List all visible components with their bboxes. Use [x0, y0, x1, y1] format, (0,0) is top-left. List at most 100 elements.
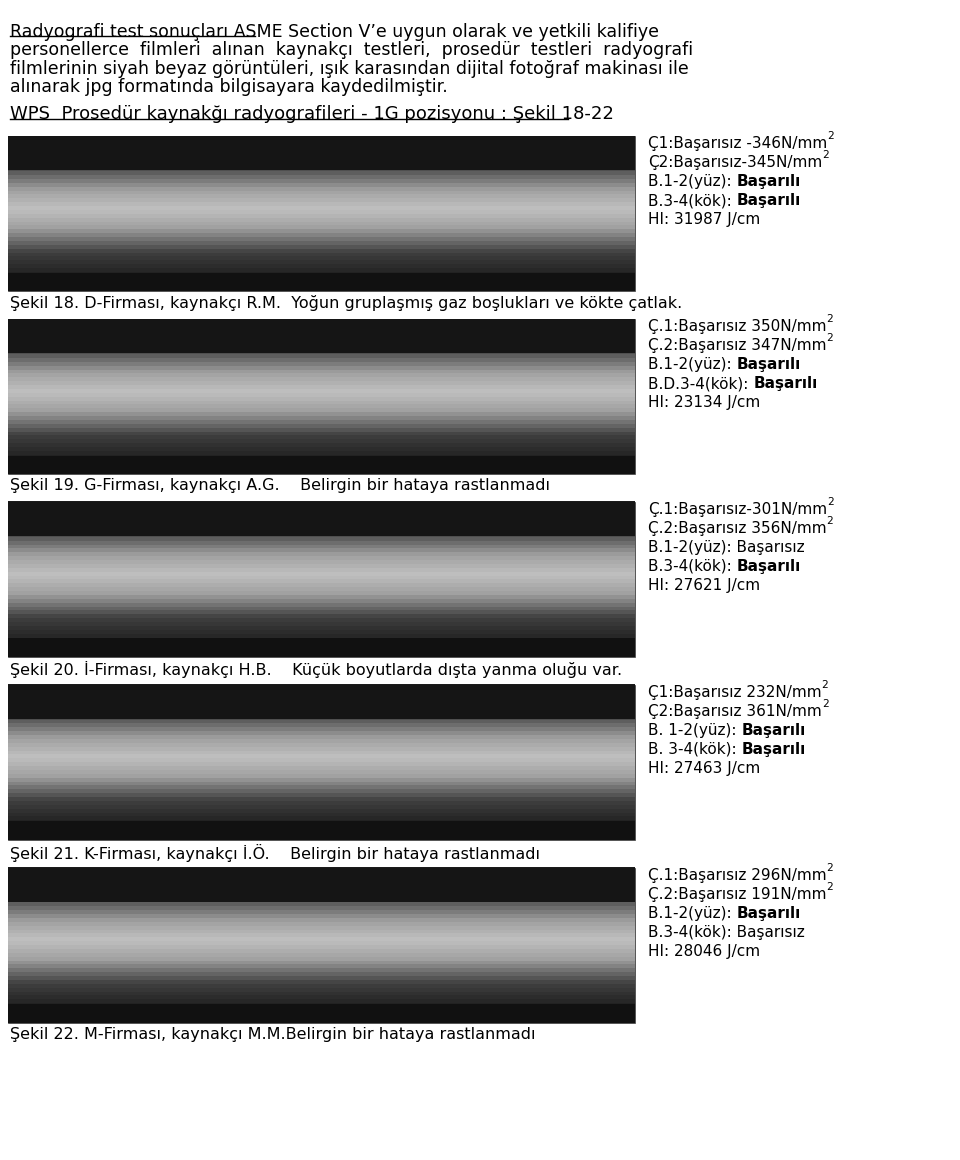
Bar: [8, 466, 635, 470]
Bar: [8, 389, 635, 393]
Bar: [8, 590, 635, 595]
Text: Şekil 19. G-Firması, kaynakçı A.G.    Belirgin bir hataya rastlanmadı: Şekil 19. G-Firması, kaynakçı A.G. Belir…: [10, 478, 550, 493]
Text: B.3-4(kök): Başarısız: B.3-4(kök): Başarısız: [648, 925, 804, 940]
Bar: [8, 415, 635, 420]
Bar: [8, 926, 635, 929]
Bar: [8, 198, 635, 202]
Bar: [8, 820, 635, 825]
Bar: [8, 641, 635, 645]
Bar: [8, 167, 635, 172]
Text: Ç.1:Başarısız 296N/mm: Ç.1:Başarısız 296N/mm: [648, 868, 827, 883]
Bar: [8, 319, 635, 474]
Text: 2: 2: [827, 863, 833, 872]
Bar: [8, 513, 635, 517]
Text: HI: 28046 J/cm: HI: 28046 J/cm: [648, 943, 760, 958]
Bar: [8, 684, 635, 689]
Bar: [8, 960, 635, 964]
Text: Şekil 18. D-Firması, kaynakçı R.M.  Yoğun gruplaşmış gaz boşlukları ve kökte çat: Şekil 18. D-Firması, kaynakçı R.M. Yoğun…: [10, 296, 683, 311]
Text: Başarılı: Başarılı: [736, 194, 801, 209]
Text: Ç.1:Başarısız 350N/mm: Ç.1:Başarısız 350N/mm: [648, 319, 827, 334]
Bar: [8, 338, 635, 342]
Bar: [8, 529, 635, 532]
Bar: [8, 532, 635, 537]
Bar: [8, 349, 635, 354]
Text: filmlerinin siyah beyaz görüntüleri, ışık karasından dijital fotoğraf makinası i: filmlerinin siyah beyaz görüntüleri, ışı…: [10, 59, 688, 78]
Bar: [8, 871, 635, 876]
Bar: [8, 766, 635, 770]
Bar: [8, 423, 635, 428]
Bar: [8, 742, 635, 747]
Bar: [8, 319, 635, 354]
Bar: [8, 404, 635, 408]
Bar: [8, 774, 635, 777]
Bar: [8, 506, 635, 509]
Bar: [8, 734, 635, 739]
Bar: [8, 815, 635, 820]
Bar: [8, 751, 635, 754]
Bar: [8, 179, 635, 183]
Text: Ç2:Başarısız-345N/mm: Ç2:Başarısız-345N/mm: [648, 155, 823, 171]
Bar: [8, 785, 635, 789]
Bar: [8, 582, 635, 587]
Bar: [8, 967, 635, 972]
Bar: [8, 754, 635, 759]
Bar: [8, 275, 635, 280]
Bar: [8, 633, 635, 638]
Bar: [8, 622, 635, 626]
Bar: [8, 271, 635, 276]
Bar: [8, 914, 635, 918]
Bar: [8, 217, 635, 222]
Bar: [8, 470, 635, 474]
Bar: [8, 346, 635, 350]
Bar: [8, 245, 635, 248]
Text: Ç.2:Başarısız 356N/mm: Ç.2:Başarısız 356N/mm: [648, 521, 827, 536]
Text: Ç.1:Başarısız-301N/mm: Ç.1:Başarısız-301N/mm: [648, 502, 828, 517]
Bar: [8, 800, 635, 805]
Text: Ç.2:Başarısız 347N/mm: Ç.2:Başarısız 347N/mm: [648, 338, 827, 353]
Bar: [8, 739, 635, 742]
Bar: [8, 162, 635, 167]
Bar: [8, 137, 635, 171]
Text: B.3-4(kök):: B.3-4(kök):: [648, 194, 736, 209]
Bar: [8, 693, 635, 696]
Bar: [8, 268, 635, 271]
Bar: [8, 610, 635, 615]
Text: B.1-2(yüz):: B.1-2(yüz):: [648, 906, 736, 921]
Bar: [8, 898, 635, 902]
Text: B.D.3-4(kök):: B.D.3-4(kök):: [648, 376, 754, 391]
Bar: [8, 248, 635, 253]
Bar: [8, 326, 635, 331]
Bar: [8, 1003, 635, 1022]
Bar: [8, 575, 635, 580]
Bar: [8, 502, 635, 657]
Bar: [8, 408, 635, 412]
Bar: [8, 835, 635, 840]
Bar: [8, 629, 635, 633]
Bar: [8, 827, 635, 832]
Text: HI: 27463 J/cm: HI: 27463 J/cm: [648, 761, 760, 776]
Bar: [8, 984, 635, 987]
Text: B. 1-2(yüz):: B. 1-2(yüz):: [648, 723, 741, 738]
Bar: [8, 731, 635, 735]
Bar: [8, 792, 635, 797]
Bar: [8, 883, 635, 887]
Bar: [8, 233, 635, 237]
Text: Ç1:Başarısız 232N/mm: Ç1:Başarısız 232N/mm: [648, 684, 822, 699]
Text: Ç.2:Başarısız 191N/mm: Ç.2:Başarısız 191N/mm: [648, 886, 827, 901]
Text: Başarılı: Başarılı: [736, 559, 801, 574]
Bar: [8, 438, 635, 443]
Text: Başarılı: Başarılı: [736, 357, 801, 372]
Bar: [8, 645, 635, 650]
Text: Ç2:Başarısız 361N/mm: Ç2:Başarısız 361N/mm: [648, 704, 822, 719]
Bar: [8, 906, 635, 911]
Text: Başarılı: Başarılı: [741, 741, 805, 756]
Bar: [8, 334, 635, 339]
Bar: [8, 952, 635, 957]
Bar: [8, 699, 635, 704]
Bar: [8, 918, 635, 922]
Bar: [8, 427, 635, 432]
Bar: [8, 205, 635, 210]
Bar: [8, 509, 635, 514]
Bar: [8, 210, 635, 213]
Bar: [8, 964, 635, 969]
